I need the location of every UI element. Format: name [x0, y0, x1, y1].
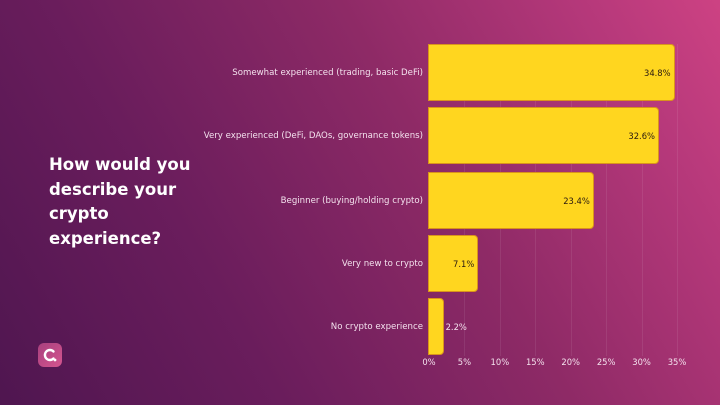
- category-label: Beginner (buying/holding crypto): [280, 195, 423, 206]
- question-title: How would you describe your crypto exper…: [49, 155, 191, 248]
- bar: [428, 298, 444, 355]
- category-label: Very new to crypto: [341, 258, 423, 269]
- value-label: 23.4%: [563, 195, 590, 206]
- x-tick-label: 30%: [632, 357, 651, 367]
- x-tick-label: 0%: [422, 357, 436, 367]
- value-label: 2.2%: [445, 321, 467, 332]
- x-tick-label: 10%: [490, 357, 510, 367]
- bar: [428, 235, 479, 292]
- value-label: 32.6%: [628, 130, 655, 141]
- category-label: Very experienced (DeFi, DAOs, governance…: [203, 130, 423, 141]
- gridline: [641, 44, 643, 356]
- bar: [428, 107, 659, 164]
- c-logo-icon: [43, 348, 57, 362]
- gridline: [677, 44, 678, 356]
- x-tick-label: 20%: [561, 357, 581, 367]
- category-label: No crypto experience: [330, 321, 423, 332]
- category-label: Somewhat experienced (trading, basic DeF…: [232, 67, 423, 78]
- brand-logo: [38, 343, 62, 367]
- x-tick-label: 25%: [596, 357, 616, 367]
- bar: [428, 44, 675, 101]
- value-label: 34.8%: [643, 67, 671, 78]
- x-tick-label: 35%: [667, 357, 687, 367]
- value-label: 7.1%: [453, 258, 475, 269]
- bar: [428, 172, 594, 229]
- gridline: [606, 44, 608, 356]
- x-tick-label: 15%: [525, 357, 545, 367]
- x-tick-label: 5%: [457, 357, 472, 367]
